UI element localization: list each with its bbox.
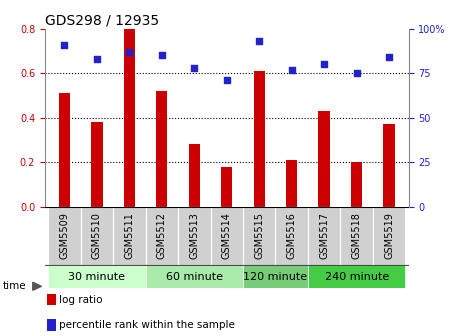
- Polygon shape: [33, 282, 41, 290]
- Bar: [178, 207, 211, 265]
- Text: 30 minute: 30 minute: [68, 272, 125, 282]
- Bar: [373, 207, 405, 265]
- Text: log ratio: log ratio: [59, 295, 103, 305]
- Bar: [308, 207, 340, 265]
- Bar: [211, 207, 243, 265]
- Bar: [275, 207, 308, 265]
- Bar: [286, 160, 297, 207]
- Text: 60 minute: 60 minute: [166, 272, 223, 282]
- Bar: [91, 122, 102, 207]
- Bar: [189, 144, 200, 207]
- Point: [126, 49, 133, 54]
- Bar: [48, 265, 145, 288]
- Bar: [383, 124, 395, 207]
- Text: GSM5515: GSM5515: [254, 212, 264, 259]
- Bar: [123, 29, 135, 207]
- Point: [353, 71, 360, 76]
- Point: [61, 42, 68, 47]
- Bar: [156, 91, 167, 207]
- Bar: [113, 207, 145, 265]
- Bar: [47, 319, 56, 331]
- Point: [158, 53, 165, 58]
- Bar: [48, 207, 81, 265]
- Point: [255, 38, 263, 44]
- Text: GSM5516: GSM5516: [287, 213, 297, 259]
- Text: 120 minute: 120 minute: [243, 272, 308, 282]
- Text: GSM5514: GSM5514: [222, 213, 232, 259]
- Bar: [145, 207, 178, 265]
- Text: GSM5512: GSM5512: [157, 212, 167, 259]
- Point: [223, 78, 230, 83]
- Bar: [308, 265, 405, 288]
- Bar: [351, 162, 362, 207]
- Text: GSM5509: GSM5509: [59, 213, 70, 259]
- Point: [191, 65, 198, 71]
- Point: [93, 56, 101, 61]
- Text: percentile rank within the sample: percentile rank within the sample: [59, 320, 235, 330]
- Bar: [318, 111, 330, 207]
- Point: [386, 54, 393, 60]
- Text: GSM5511: GSM5511: [124, 213, 134, 259]
- Bar: [340, 207, 373, 265]
- Text: GSM5517: GSM5517: [319, 212, 329, 259]
- Point: [321, 61, 328, 67]
- Bar: [243, 265, 308, 288]
- Text: 240 minute: 240 minute: [325, 272, 389, 282]
- Bar: [221, 167, 233, 207]
- Point: [288, 67, 295, 72]
- Bar: [254, 71, 265, 207]
- Text: GSM5513: GSM5513: [189, 213, 199, 259]
- Text: GSM5519: GSM5519: [384, 213, 394, 259]
- Text: GSM5518: GSM5518: [352, 213, 361, 259]
- Bar: [81, 207, 113, 265]
- Bar: [243, 207, 275, 265]
- Text: GSM5510: GSM5510: [92, 213, 102, 259]
- Text: GDS298 / 12935: GDS298 / 12935: [45, 13, 159, 28]
- Bar: [47, 294, 56, 305]
- Bar: [145, 265, 243, 288]
- Text: time: time: [2, 281, 26, 291]
- Bar: [59, 93, 70, 207]
